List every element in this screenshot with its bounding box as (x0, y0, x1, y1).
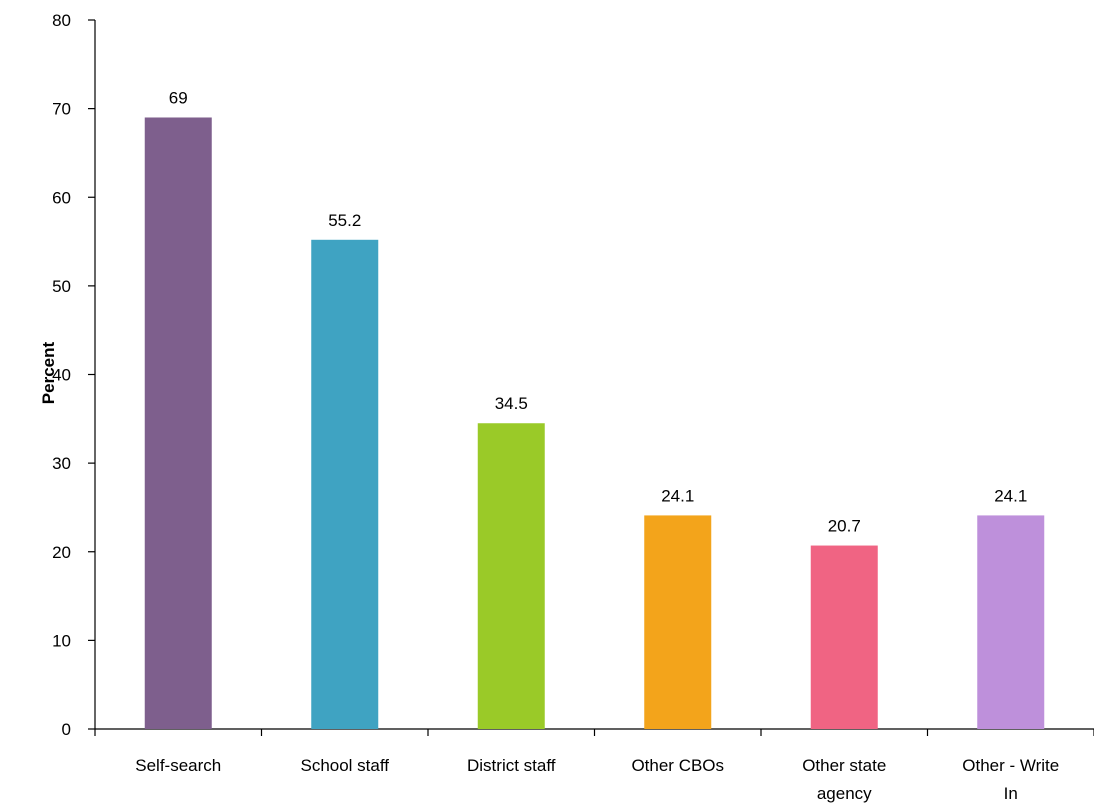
y-tick-label: 60 (52, 188, 71, 207)
data-label: 34.5 (495, 394, 528, 413)
bar (810, 545, 878, 729)
x-tick-label: Other state agency (802, 756, 886, 803)
y-tick-label: 10 (52, 631, 71, 650)
data-label: 20.7 (828, 517, 861, 536)
y-tick-label: 40 (52, 366, 71, 385)
x-axis: Self-search School staff District staff Oth… (94, 728, 1094, 803)
bar (311, 239, 379, 730)
bar (977, 515, 1045, 729)
y-tick-label: 70 (52, 100, 71, 119)
y-tick-label: 0 (62, 720, 71, 739)
x-tick-label: School staff (300, 756, 389, 775)
y-tick-label: 20 (52, 543, 71, 562)
bar (644, 515, 712, 729)
x-tick-label: District staff (467, 756, 556, 775)
data-label: 69 (169, 88, 188, 107)
x-tick-label: Other - Write In (962, 756, 1059, 803)
data-label: 55.2 (328, 211, 361, 230)
data-labels: 69 55.2 34.5 24.1 20.7 24.1 (169, 88, 1028, 535)
bar (144, 117, 212, 730)
data-label: 24.1 (661, 486, 694, 505)
y-tick-label: 30 (52, 454, 71, 473)
x-tick-label: Self-search (135, 756, 221, 775)
y-axis-title: Percent (39, 341, 58, 404)
x-tick-label: Other CBOs (631, 756, 724, 775)
y-tick-label: 50 (52, 277, 71, 296)
bar (477, 423, 545, 729)
y-tick-label: 80 (52, 11, 71, 30)
y-axis: 0 10 20 30 40 50 60 70 80 (52, 11, 96, 739)
bars (144, 117, 1045, 730)
data-label: 24.1 (994, 486, 1027, 505)
